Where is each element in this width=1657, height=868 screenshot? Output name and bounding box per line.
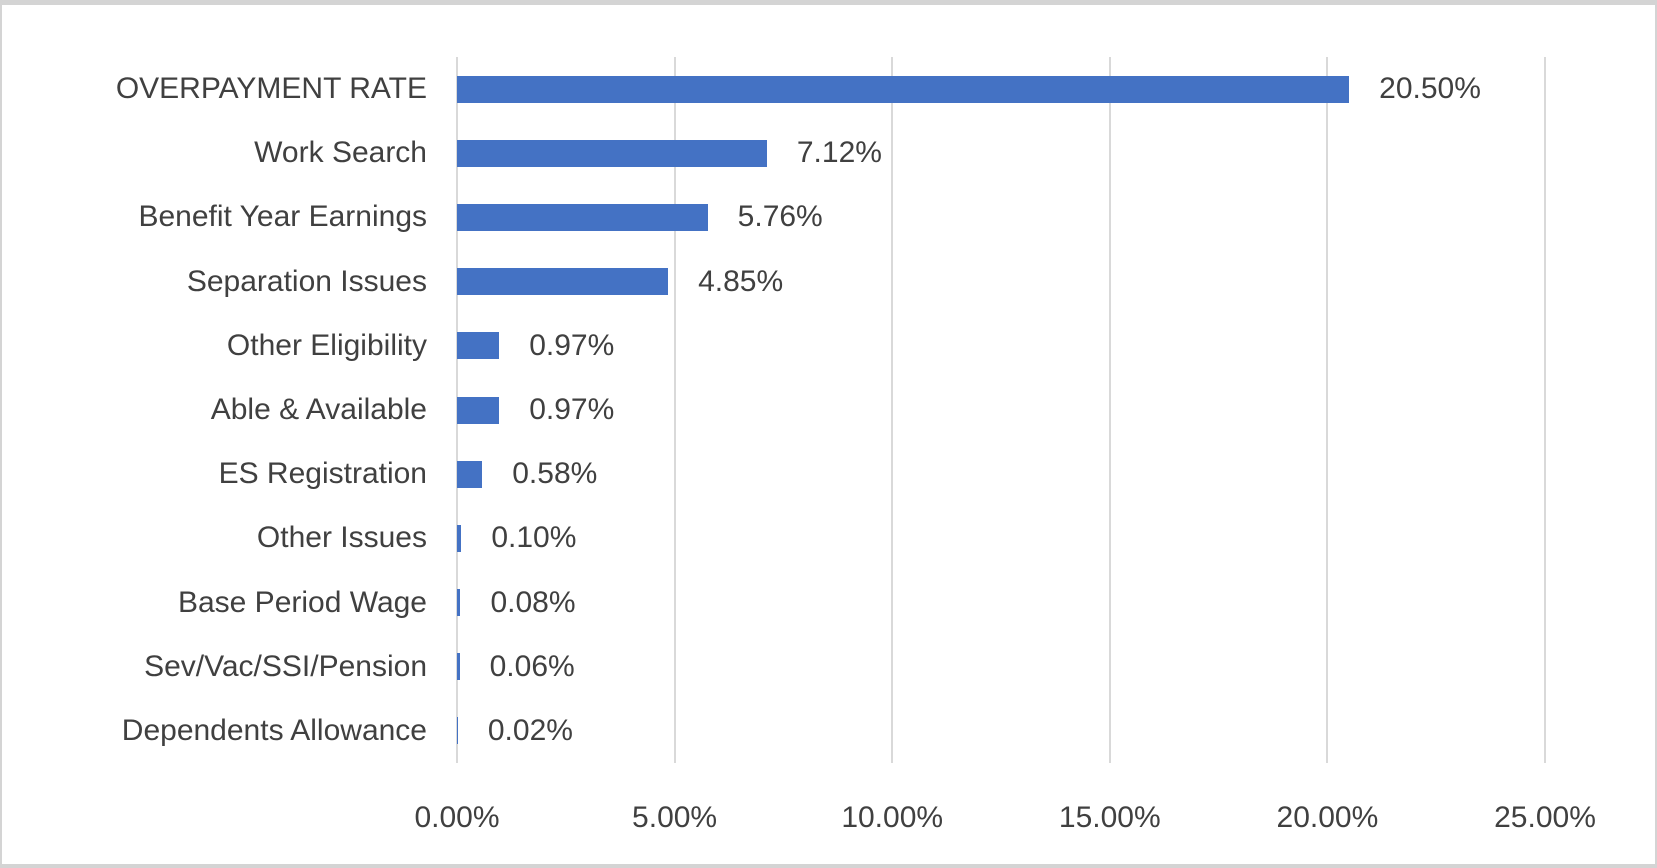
value-label: 0.97% (529, 393, 615, 426)
bar (457, 653, 460, 681)
value-label: 0.58% (512, 457, 598, 491)
bar (457, 524, 462, 552)
bar (457, 75, 1350, 103)
gridline (891, 57, 894, 763)
bar (457, 332, 500, 360)
data-labels: 20.50% 7.12% 5.76% 4.85% 0.97% 0.97% 0.58% 0.10… (2, 5, 1655, 864)
gridline (1544, 57, 1546, 763)
gridline (673, 57, 676, 763)
x-tick-label: 10.00% (841, 801, 944, 834)
category-label: ES Registration (218, 457, 427, 491)
bar-series (2, 5, 1655, 864)
value-label: 0.97% (529, 328, 615, 362)
category-label: Sev/Vac/SSI/Pension (144, 649, 427, 683)
x-axis: 0.00% 5.00% 10.00% 15.00% 20.00% 25.00% (2, 5, 1655, 864)
category-label: Dependents Allowance (121, 713, 427, 747)
value-label: 0.08% (490, 585, 576, 619)
bar (457, 589, 461, 617)
category-label: Base Period Wage (177, 585, 427, 619)
x-tick-label: 0.00% (414, 801, 500, 834)
category-label: Separation Issues (186, 264, 427, 298)
gridline (1108, 57, 1111, 763)
value-label: 5.76% (737, 200, 823, 234)
value-label: 7.12% (796, 136, 882, 170)
gridline (1326, 57, 1329, 763)
category-axis: OVERPAYMENT RATE Work Search Benefit Year … (2, 5, 1655, 864)
bar (457, 396, 500, 424)
category-label: Benefit Year Earnings (138, 200, 427, 234)
category-label: Other Issues (256, 521, 427, 555)
bar (457, 139, 767, 167)
value-label: 4.85% (698, 264, 784, 298)
category-label: Work Search (254, 136, 427, 170)
bar (457, 460, 483, 488)
x-tick-label: 5.00% (632, 801, 718, 834)
category-label: Other Eligibility (226, 328, 427, 362)
bar (457, 203, 708, 231)
value-label: 0.02% (487, 713, 573, 747)
category-label: OVERPAYMENT RATE (115, 72, 427, 106)
x-tick-label: 20.00% (1276, 801, 1379, 834)
category-label: Able & Available (210, 393, 427, 426)
bar (457, 717, 458, 745)
value-label: 0.06% (489, 649, 575, 683)
x-tick-label: 15.00% (1058, 801, 1161, 834)
value-label: 20.50% (1379, 72, 1481, 106)
x-tick-label: 25.00% (1494, 801, 1596, 834)
bar (457, 268, 669, 296)
value-label: 0.10% (491, 521, 577, 555)
